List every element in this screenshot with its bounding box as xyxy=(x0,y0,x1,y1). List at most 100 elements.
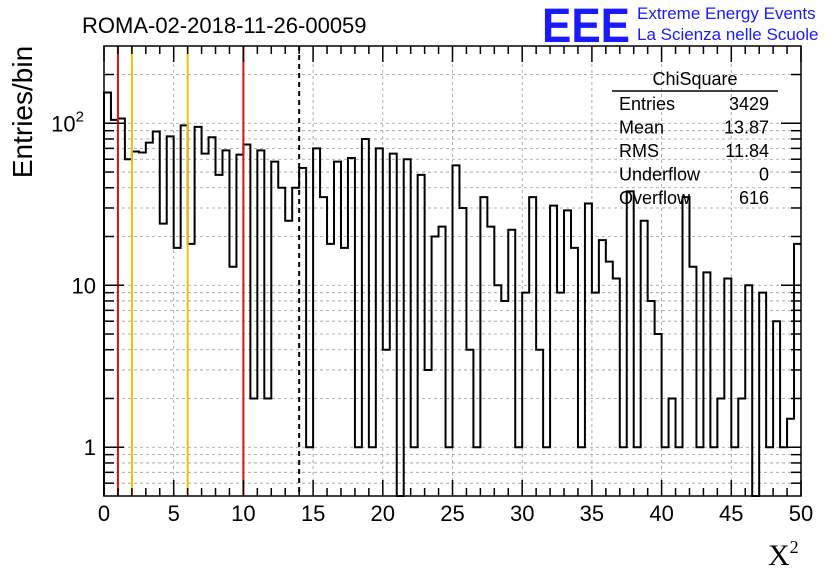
histogram-bin xyxy=(480,197,487,496)
histogram-bin xyxy=(766,447,773,496)
histogram-bin xyxy=(641,221,648,496)
stats-row-label: RMS xyxy=(619,141,659,161)
histogram-bin xyxy=(696,447,703,496)
histogram-bin xyxy=(334,162,341,496)
histogram-bin xyxy=(459,208,466,496)
stats-box: ChiSquare Entries 3429 Mean 13.87 RMS 11.84 Und… xyxy=(612,69,778,208)
stats-title: ChiSquare xyxy=(652,69,737,89)
histogram-bin xyxy=(466,350,473,496)
histogram-bin xyxy=(146,143,153,496)
x-tick-label: 20 xyxy=(371,501,395,526)
histogram-bin xyxy=(787,419,794,496)
histogram-bin xyxy=(759,293,766,496)
histogram-bin xyxy=(578,447,585,496)
histogram-bin xyxy=(125,159,132,496)
histogram-bin xyxy=(710,447,717,496)
histogram-bin xyxy=(536,350,543,496)
histogram-bin xyxy=(501,301,508,496)
histogram-bin xyxy=(369,447,376,496)
x-tick-label: 25 xyxy=(440,501,464,526)
histogram-bin xyxy=(494,285,501,496)
histogram-bin xyxy=(508,230,515,496)
histogram-bin xyxy=(139,153,146,496)
histogram-bin xyxy=(390,154,397,496)
logo-line2: La Scienza nelle Scuole xyxy=(637,25,818,44)
stats-row-label: Entries xyxy=(619,94,675,114)
histogram-bin xyxy=(271,162,278,496)
x-tick-label: 45 xyxy=(719,501,743,526)
histogram-bin xyxy=(662,447,669,496)
histogram-bin xyxy=(453,165,460,496)
stats-row-label: Underflow xyxy=(619,165,701,185)
histogram-bin xyxy=(313,148,320,496)
histogram-bin xyxy=(717,398,724,496)
histogram-bin xyxy=(599,240,606,496)
threshold-lines xyxy=(116,46,301,496)
logo-line1: Extreme Energy Events xyxy=(637,4,816,23)
histogram-bin xyxy=(236,155,243,496)
histogram-bin xyxy=(487,227,494,496)
histogram-bin xyxy=(376,148,383,496)
x-tick-label: 40 xyxy=(649,501,673,526)
chart-title: ROMA-02-2018-11-26-00059 xyxy=(82,13,367,38)
x-tick-label: 0 xyxy=(98,501,110,526)
x-tick-label: 50 xyxy=(789,501,813,526)
y-tick-label: 10 xyxy=(72,273,96,298)
histogram-outline xyxy=(103,91,801,497)
histogram-bin xyxy=(522,293,529,496)
x-axis-label: X2 xyxy=(768,537,799,572)
histogram-bin xyxy=(222,150,229,496)
histogram-bin xyxy=(515,447,522,496)
y-tick-label-exponent: 2 xyxy=(76,108,84,125)
histogram-bin xyxy=(571,248,578,496)
histogram-bin xyxy=(188,244,195,496)
histogram-bin xyxy=(306,447,313,496)
histogram-bin xyxy=(683,197,690,496)
histogram-bin xyxy=(285,221,292,496)
histogram-bin xyxy=(731,447,738,496)
histogram-bin xyxy=(132,151,139,496)
y-tick-label-base: 10 xyxy=(51,111,75,136)
x-tick-label: 10 xyxy=(231,501,255,526)
x-axis-label-superscript: 2 xyxy=(790,537,799,557)
histogram-bin xyxy=(111,120,118,496)
histogram-bin xyxy=(627,191,634,496)
histogram-bin xyxy=(439,227,446,496)
logo-eee: EEE xyxy=(542,0,630,53)
histogram-bin xyxy=(432,237,439,496)
histogram-bin xyxy=(278,188,285,496)
x-tick-label: 30 xyxy=(510,501,534,526)
histogram-bin xyxy=(153,131,160,496)
histogram-bin xyxy=(404,159,411,496)
histogram-bin xyxy=(243,144,250,496)
histogram-bin xyxy=(473,447,480,496)
histogram-bin xyxy=(327,244,334,496)
histogram-bin xyxy=(341,248,348,496)
histogram-bin xyxy=(167,136,174,496)
histogram-bin xyxy=(299,168,306,496)
histogram-bin xyxy=(250,398,257,496)
histogram-bin xyxy=(689,267,696,496)
x-axis-label-base: X xyxy=(768,539,790,572)
histogram-bin xyxy=(634,447,641,496)
histogram-bin xyxy=(703,272,710,496)
histogram-bin xyxy=(676,447,683,496)
histogram-bin xyxy=(160,224,167,496)
histogram-bin xyxy=(418,175,425,496)
histogram-bin xyxy=(202,154,209,496)
histogram-bin xyxy=(738,398,745,496)
histogram-bin xyxy=(529,197,536,496)
histogram-bin xyxy=(257,150,264,496)
x-tick-label: 35 xyxy=(580,501,604,526)
histogram-bin xyxy=(383,350,390,496)
histogram-bin xyxy=(606,262,613,496)
histogram-bin xyxy=(745,285,752,496)
histogram-bin xyxy=(216,175,223,496)
histogram-bin xyxy=(174,248,181,496)
x-tick-label: 15 xyxy=(301,501,325,526)
histogram-bin xyxy=(446,447,453,496)
eee-logo: EEE Extreme Energy Events La Scienza nel… xyxy=(542,0,818,53)
histogram-bin xyxy=(655,334,662,496)
